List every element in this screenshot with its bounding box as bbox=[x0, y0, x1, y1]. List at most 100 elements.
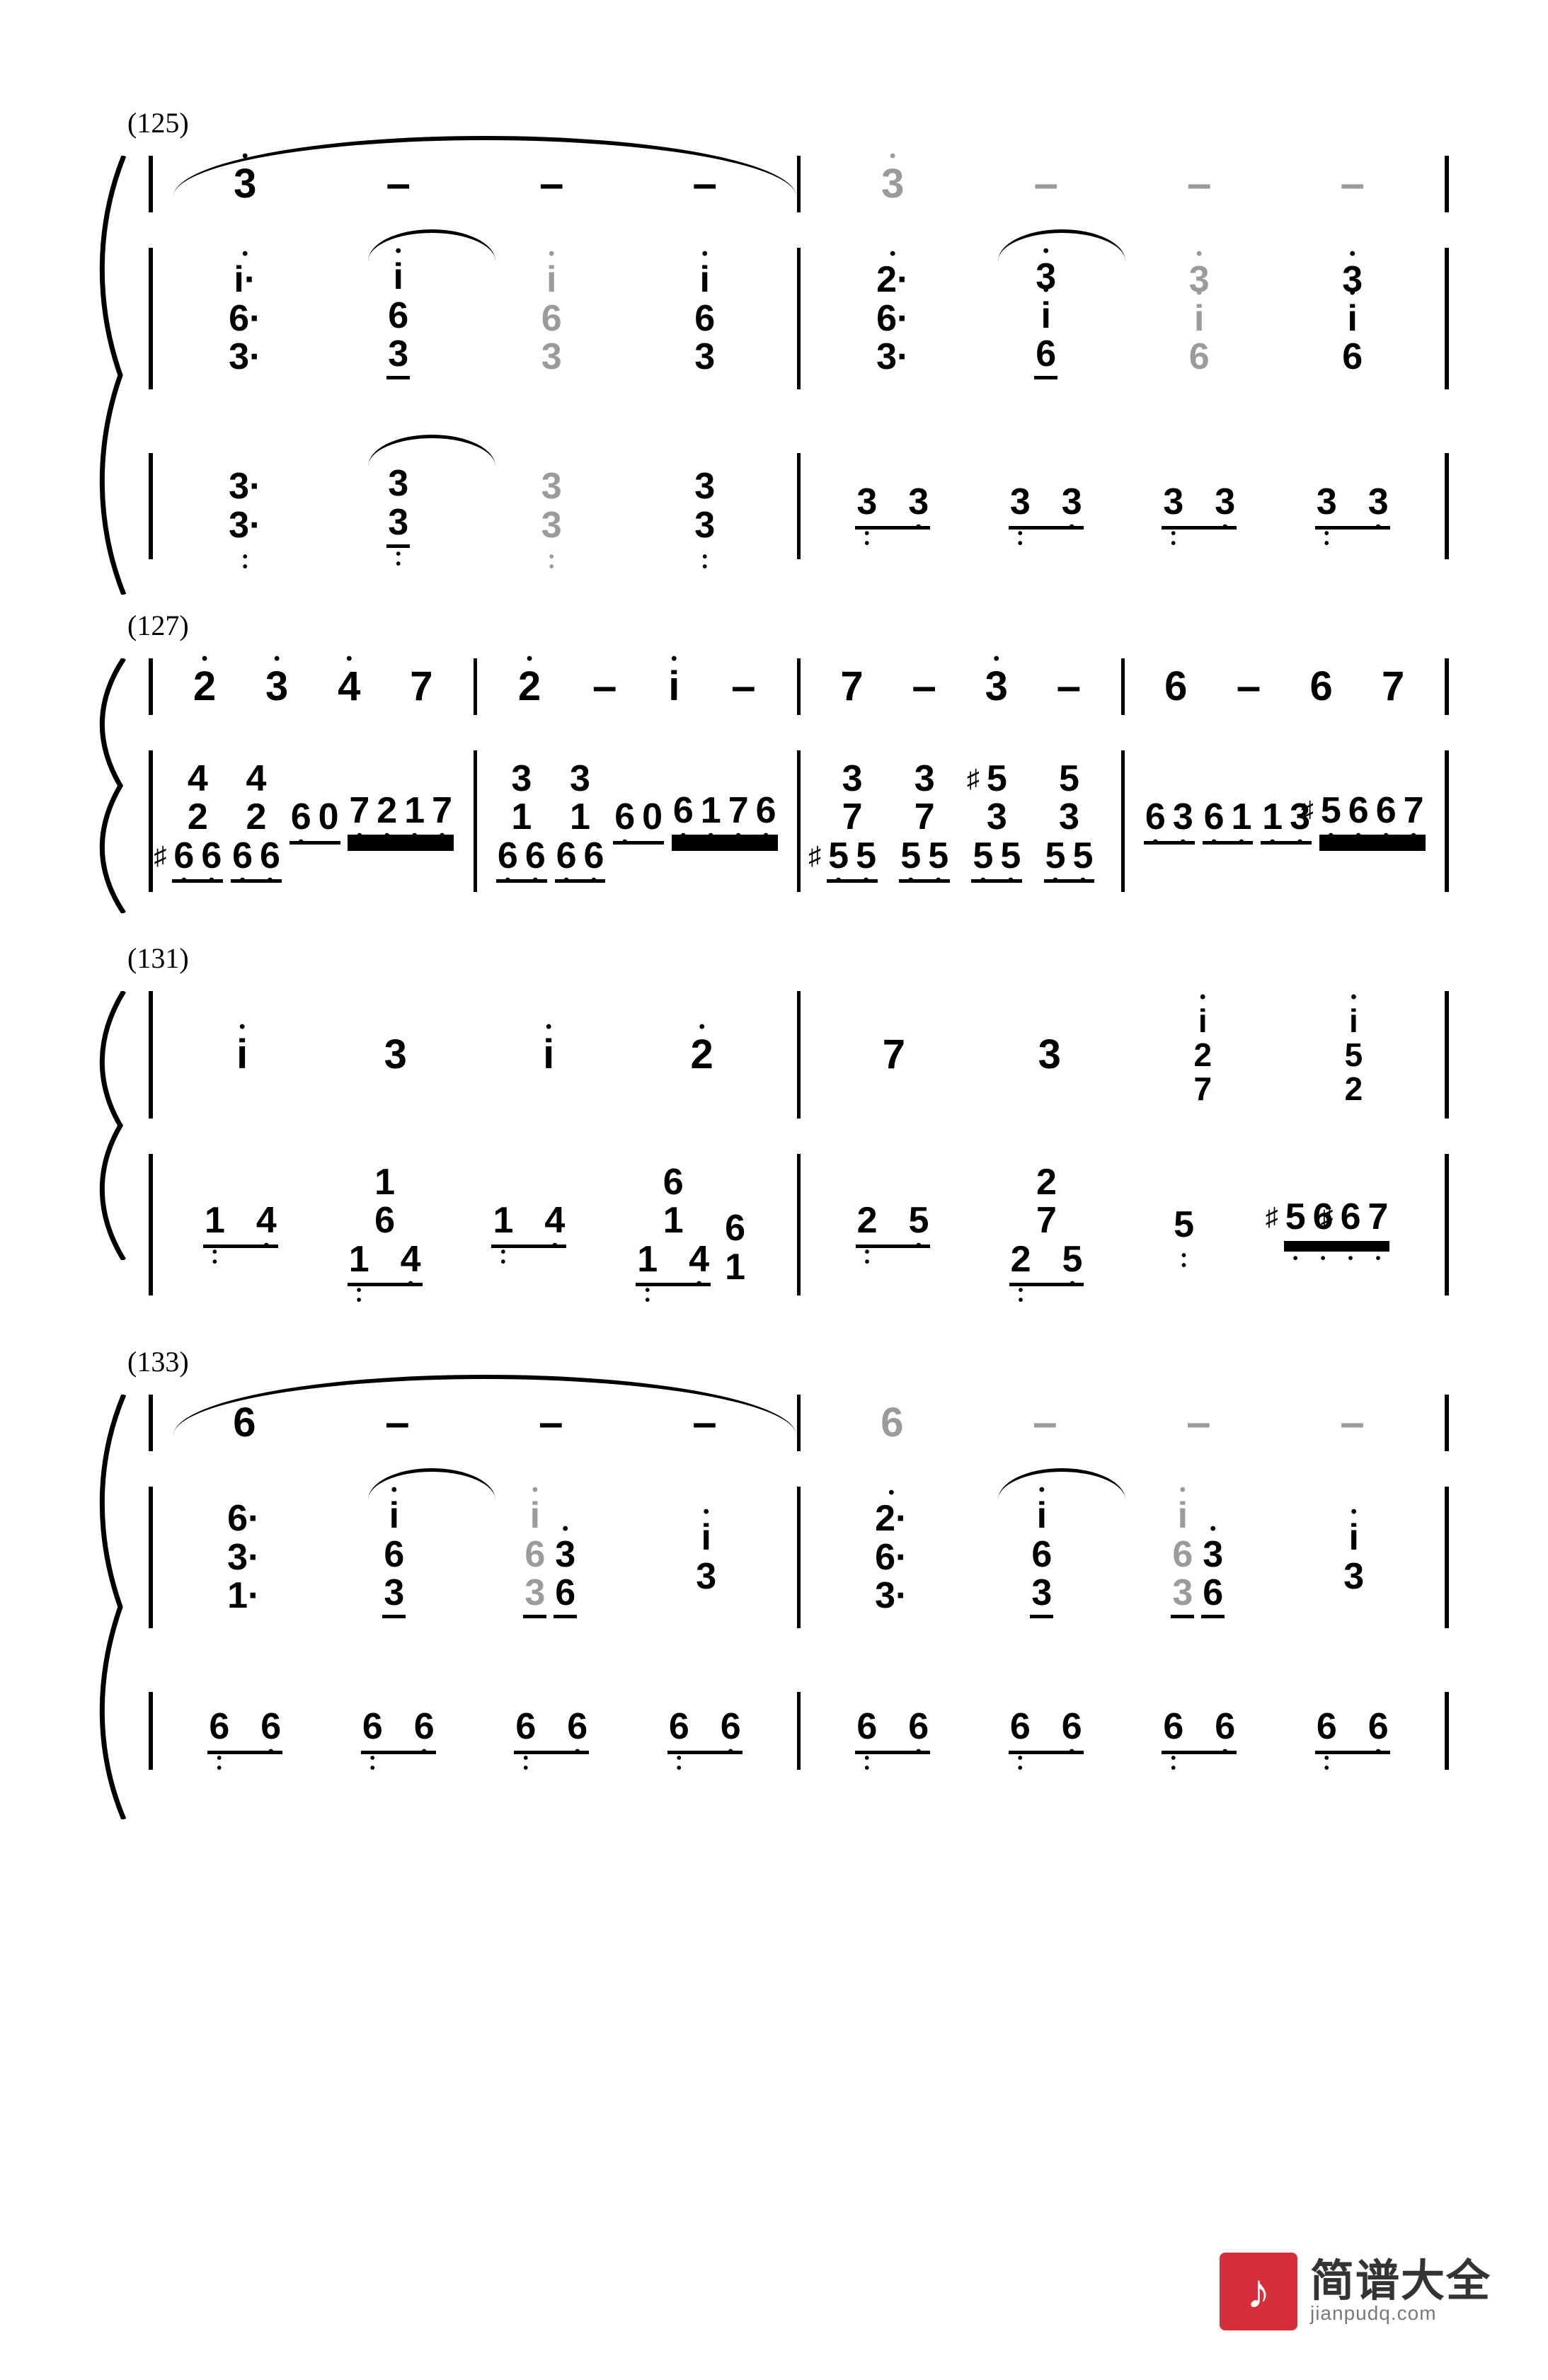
note: 3 bbox=[855, 483, 878, 522]
note: 1 bbox=[203, 1201, 227, 1240]
note: 0 bbox=[641, 798, 664, 837]
note: 6 bbox=[514, 1707, 537, 1746]
note: 3 bbox=[693, 506, 716, 545]
note: 3 bbox=[1315, 483, 1338, 522]
note: 3 bbox=[694, 1557, 718, 1596]
note: 5 bbox=[854, 837, 878, 876]
note: 6 bbox=[662, 1163, 685, 1202]
note: 1 bbox=[403, 791, 426, 830]
note: 6 bbox=[1315, 1707, 1338, 1746]
note-dash: – bbox=[591, 663, 618, 709]
note: 2 bbox=[192, 665, 217, 709]
note: 5 bbox=[827, 837, 850, 876]
note: 6 bbox=[1034, 335, 1057, 374]
note: 6 bbox=[1339, 1198, 1363, 1237]
barline bbox=[1445, 1395, 1449, 1451]
barline bbox=[1445, 156, 1449, 212]
note: 6 bbox=[231, 1402, 257, 1445]
note: 6 bbox=[1144, 798, 1167, 837]
note: 5 bbox=[1172, 1206, 1196, 1245]
note: 6 bbox=[582, 837, 605, 876]
note: 3· bbox=[227, 338, 263, 377]
note: 6 bbox=[755, 791, 778, 830]
voice2-row: 6· 3· 1· i 6 3 i 6 3 3 bbox=[149, 1487, 1449, 1628]
music-note-icon: ♪ bbox=[1246, 2264, 1271, 2319]
note: 1 bbox=[568, 798, 592, 837]
note: 3· bbox=[227, 467, 263, 506]
note: i· bbox=[232, 261, 258, 299]
note: 7 bbox=[881, 1034, 907, 1077]
note: i bbox=[1036, 1497, 1048, 1535]
note: 6 bbox=[382, 1535, 406, 1574]
note: 7 bbox=[841, 798, 864, 837]
note: 3 bbox=[232, 163, 258, 206]
note: 6 bbox=[1347, 791, 1370, 830]
note: 3 bbox=[264, 665, 289, 709]
note: 3 bbox=[693, 467, 716, 506]
note: 3 bbox=[913, 760, 936, 799]
voice1-row: 3 – – – 3 – – – bbox=[149, 156, 1449, 212]
note: 2 bbox=[1009, 1240, 1033, 1279]
note: 6 bbox=[1060, 1707, 1084, 1746]
note: 3 bbox=[382, 1574, 406, 1613]
note: 3 bbox=[386, 503, 410, 542]
note: 6 bbox=[1213, 1707, 1237, 1746]
note: 6 bbox=[554, 1574, 577, 1618]
note: 6 bbox=[879, 1402, 905, 1445]
note: 3· bbox=[873, 1577, 909, 1615]
voice1-row: i 3 i 2 7 3 i 2 7 i 5 2 bbox=[149, 991, 1449, 1119]
note: 2 bbox=[1035, 1163, 1058, 1202]
note: i bbox=[541, 1034, 556, 1077]
note: 2 bbox=[689, 1034, 715, 1077]
note: 6 bbox=[1171, 1535, 1194, 1574]
note: 5 bbox=[1044, 837, 1067, 876]
note: 7 bbox=[727, 791, 750, 830]
note: 7 bbox=[839, 665, 864, 709]
note: 1 bbox=[699, 791, 723, 830]
note: 6 bbox=[1341, 338, 1364, 377]
note: 6 bbox=[672, 791, 695, 830]
note: 6· bbox=[227, 299, 263, 338]
note: 6 bbox=[719, 1707, 743, 1746]
brace-icon bbox=[92, 1395, 134, 1819]
note: 3 bbox=[984, 665, 1009, 709]
note: 6 bbox=[172, 837, 195, 876]
note: 3 bbox=[540, 467, 563, 506]
system-131: (131) i 3 i 2 7 3 i bbox=[127, 991, 1449, 1295]
note: 2 bbox=[245, 798, 268, 837]
note: 6 bbox=[555, 837, 578, 876]
note: 6· bbox=[226, 1499, 261, 1538]
note: 7 bbox=[430, 791, 454, 830]
note: 2· bbox=[873, 1499, 909, 1538]
system-125: (125) 3 – – – 3 – – bbox=[127, 156, 1449, 559]
note: 6 bbox=[361, 1707, 384, 1746]
note: 7 bbox=[1380, 665, 1406, 709]
note: i bbox=[1347, 1518, 1360, 1557]
note-dash: – bbox=[910, 663, 937, 709]
note: 6· bbox=[875, 299, 910, 338]
note: 3 bbox=[1060, 483, 1084, 522]
note: 4 bbox=[186, 760, 210, 799]
barline bbox=[1445, 1487, 1449, 1628]
note: 6 bbox=[413, 1707, 436, 1746]
note: i bbox=[1040, 297, 1053, 336]
note: 6 bbox=[1009, 1707, 1032, 1746]
note: i bbox=[1197, 1004, 1209, 1038]
note: 3 bbox=[1037, 1034, 1062, 1077]
note: 3 bbox=[383, 1034, 408, 1077]
note: 3 bbox=[1213, 483, 1237, 522]
note: 6 bbox=[1203, 798, 1226, 837]
note: 6 bbox=[523, 1535, 546, 1574]
note: i bbox=[1176, 1497, 1189, 1535]
note: 6 bbox=[855, 1707, 878, 1746]
note: 6 bbox=[1163, 665, 1188, 709]
note: 5 bbox=[1343, 1038, 1365, 1072]
note: 5 bbox=[999, 837, 1022, 876]
note-dash: – bbox=[1186, 161, 1212, 207]
note: 0 bbox=[317, 798, 340, 837]
note: 1· bbox=[226, 1577, 261, 1615]
note: 3 bbox=[1171, 798, 1195, 837]
note: 3 bbox=[386, 464, 410, 503]
note: 6 bbox=[566, 1707, 589, 1746]
note: 3· bbox=[227, 506, 263, 545]
